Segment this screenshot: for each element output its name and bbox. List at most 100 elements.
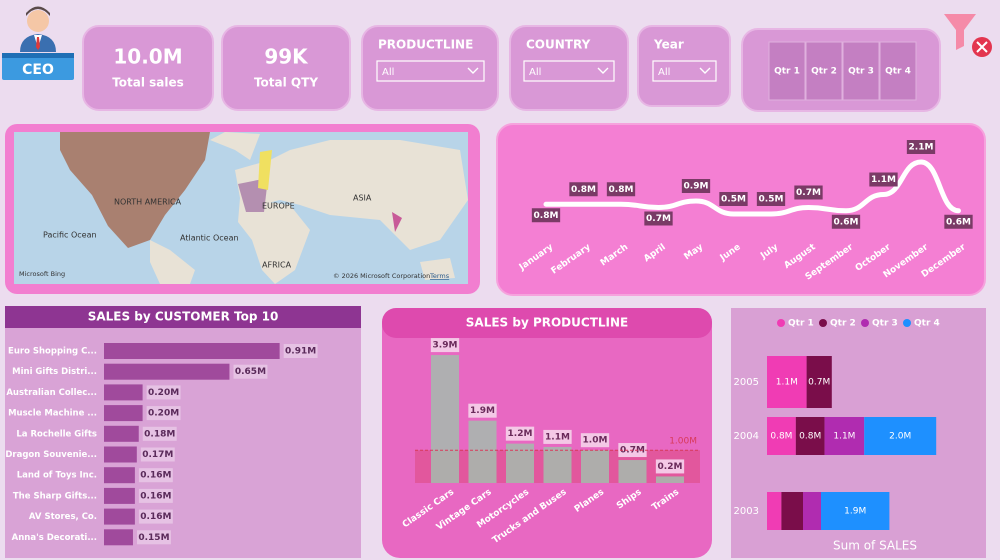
slicer-label: Year (653, 38, 684, 52)
data-label-bg (137, 530, 171, 545)
y-tick-label: 2004 (734, 431, 759, 442)
sales-line (543, 159, 961, 217)
dropdown[interactable] (376, 60, 485, 82)
bar-segment (824, 417, 865, 455)
data-label: 1.1M (545, 432, 570, 442)
clear-filter-icon[interactable] (944, 14, 992, 57)
data-label: 0.65M (235, 367, 266, 377)
quarter-button[interactable] (768, 41, 806, 101)
map-label: NORTH AMERICA (114, 198, 182, 207)
chart-title: SALES by PRODUCTLINE (466, 316, 628, 330)
data-label: 1.9M (470, 406, 495, 416)
legend-swatch (903, 319, 911, 327)
bar-segment (767, 356, 807, 408)
data-label-bg (569, 182, 598, 197)
bar-segment (806, 356, 832, 408)
data-label: 0.8M (609, 185, 634, 195)
bar (104, 508, 135, 525)
data-label: 1.9M (844, 507, 866, 517)
data-label-bg (468, 403, 497, 418)
data-label-bg (138, 509, 173, 524)
data-label-bg (146, 385, 181, 400)
data-label-bg (606, 182, 636, 197)
x-axis-title: Sum of SALES (833, 539, 917, 553)
quarter-button[interactable] (805, 41, 843, 101)
data-label: 0.20M (148, 409, 179, 419)
map-label: EUROPE (262, 202, 295, 211)
data-label: 0.8M (534, 211, 559, 221)
chevron (597, 67, 609, 74)
data-label: 0.17M (142, 450, 173, 460)
quarter-button[interactable] (879, 41, 917, 101)
y-tick-label: Anna's Decorati... (12, 533, 97, 543)
data-label-bg (430, 338, 460, 353)
dropdown-value: All (382, 67, 394, 78)
data-label-bg (140, 447, 175, 462)
data-label: 0.16M (140, 491, 171, 501)
ceo-icon: CEO (2, 6, 74, 80)
map-label: Pacific Ocean (43, 231, 97, 240)
data-label-bg (831, 214, 861, 229)
bar (431, 355, 459, 483)
data-label-bg (138, 468, 173, 483)
kpi-card (82, 25, 214, 111)
map-label: ASIA (353, 194, 372, 203)
reference-label: 1.00M (669, 437, 697, 447)
data-label: 0.5M (721, 195, 746, 205)
y-tick-label: AV Stores, Co. (29, 512, 97, 522)
slicer-label: PRODUCTLINE (378, 38, 473, 52)
data-label: 0.8M (571, 185, 596, 195)
bar (506, 443, 534, 483)
quarter-button[interactable] (842, 41, 880, 101)
dropdown[interactable] (652, 60, 717, 82)
data-label-bg (794, 185, 823, 200)
data-label: 1.1M (833, 432, 855, 442)
data-label: 0.18M (144, 429, 175, 439)
kpi-label: Total QTY (254, 76, 318, 90)
y-tick-label: 2005 (734, 377, 759, 388)
data-label: 0.8M (799, 432, 821, 442)
chart-title: SALES by CUSTOMER Top 10 (88, 310, 279, 324)
bar-segment (781, 492, 803, 530)
bar-segment (795, 417, 825, 455)
map-label: Atlantic Ocean (180, 234, 239, 243)
data-label-bg (505, 426, 535, 441)
dropdown[interactable] (523, 60, 615, 82)
bar-segment (767, 492, 782, 530)
y-tick-label: Australian Collec... (6, 388, 97, 398)
bar (581, 450, 609, 483)
data-label-bg (580, 433, 610, 448)
data-label: 0.5M (759, 195, 784, 205)
data-label: 0.7M (796, 188, 821, 198)
data-label: 0.15M (138, 533, 169, 543)
quarter-button-label: Qtr 3 (848, 67, 874, 77)
data-label-bg (719, 192, 748, 206)
data-label: 1.0M (583, 436, 608, 446)
kpi-value: 10.0M (113, 45, 182, 69)
legend-swatch (777, 319, 785, 327)
map-label: AFRICA (262, 261, 292, 270)
bar (104, 384, 143, 401)
y-tick-label: Land of Toys Inc. (17, 471, 97, 481)
legend-swatch (819, 319, 827, 327)
slicer-label: COUNTRY (526, 38, 591, 52)
data-label: 0.16M (140, 471, 171, 481)
bar (618, 460, 647, 483)
map-terms[interactable]: Terms (429, 272, 450, 280)
data-label-bg (142, 426, 177, 441)
legend-label: Qtr 2 (830, 319, 856, 329)
data-label-bg (531, 208, 561, 223)
data-label: 0.91M (285, 347, 316, 357)
map-copyright: © 2026 Microsoft Corporation (333, 272, 430, 280)
y-tick-label: Euro Shopping C... (8, 347, 97, 357)
data-label-bg (906, 140, 936, 154)
kpi-card (221, 25, 351, 111)
legend-label: Qtr 1 (788, 319, 814, 329)
data-label: 1.2M (508, 429, 533, 439)
data-label: 0.16M (140, 512, 171, 522)
data-label-bg (543, 429, 572, 444)
badge-text: CEO (22, 62, 54, 78)
bar (468, 420, 497, 483)
kpi-label: Total sales (112, 76, 184, 90)
product-title-bar (382, 308, 712, 338)
